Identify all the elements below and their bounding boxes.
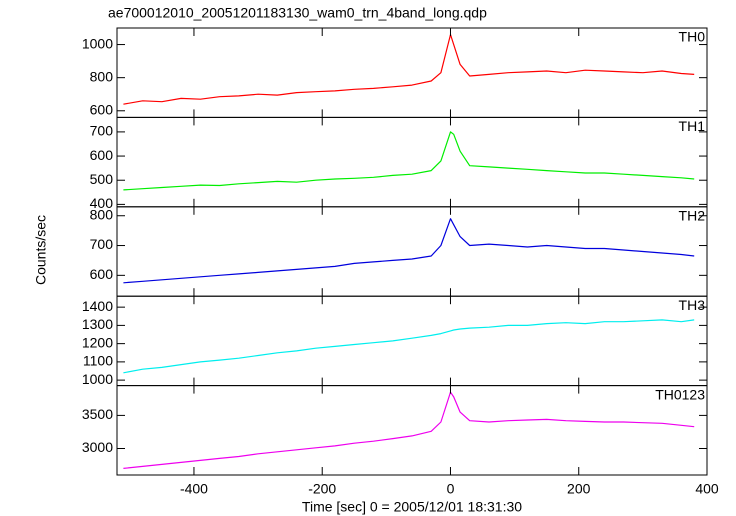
panel-label: TH2 bbox=[679, 208, 706, 224]
x-tick-label: 200 bbox=[567, 481, 591, 497]
y-tick-label: 600 bbox=[90, 266, 114, 282]
y-tick-label: 500 bbox=[90, 171, 114, 187]
panel-label: TH0 bbox=[679, 29, 706, 45]
y-axis-label: Counts/sec bbox=[33, 215, 49, 285]
y-tick-label: 600 bbox=[90, 101, 114, 117]
panel-frame bbox=[116, 385, 708, 476]
panel-frame bbox=[116, 116, 708, 208]
light-curve bbox=[123, 218, 695, 284]
panel-frame bbox=[116, 206, 708, 297]
light-curve bbox=[123, 319, 695, 374]
y-tick-label: 1000 bbox=[82, 371, 113, 387]
x-tick-label: -400 bbox=[180, 481, 208, 497]
light-curve bbox=[123, 391, 695, 469]
y-tick-label: 1400 bbox=[82, 298, 113, 314]
x-axis-label: Time [sec] 0 = 2005/12/01 18:31:30 bbox=[302, 499, 522, 515]
panel-frame bbox=[116, 27, 708, 118]
chart-title: ae700012010_20051201183130_wam0_trn_4ban… bbox=[108, 5, 487, 21]
y-tick-label: 800 bbox=[90, 68, 114, 84]
y-tick-label: 3000 bbox=[82, 439, 113, 455]
y-tick-label: 1300 bbox=[82, 316, 113, 332]
light-curve bbox=[123, 131, 695, 191]
panel-label: TH0123 bbox=[655, 386, 705, 402]
y-tick-label: 1100 bbox=[83, 353, 113, 369]
y-tick-label: 1200 bbox=[82, 334, 113, 350]
y-tick-label: 600 bbox=[90, 147, 114, 163]
panel-label: TH1 bbox=[679, 118, 706, 134]
x-tick-label: 0 bbox=[447, 481, 455, 497]
y-tick-label: 3500 bbox=[82, 406, 113, 422]
panel-frame bbox=[116, 295, 708, 387]
y-tick-label: 700 bbox=[90, 123, 114, 139]
x-tick-label: -200 bbox=[308, 481, 336, 497]
x-tick-label: 400 bbox=[695, 481, 719, 497]
light-curve bbox=[123, 34, 695, 105]
y-tick-label: 800 bbox=[90, 206, 114, 222]
y-tick-label: 400 bbox=[90, 195, 114, 211]
panel-label: TH3 bbox=[679, 297, 706, 313]
y-tick-label: 700 bbox=[90, 236, 114, 252]
y-tick-label: 1000 bbox=[82, 35, 113, 51]
